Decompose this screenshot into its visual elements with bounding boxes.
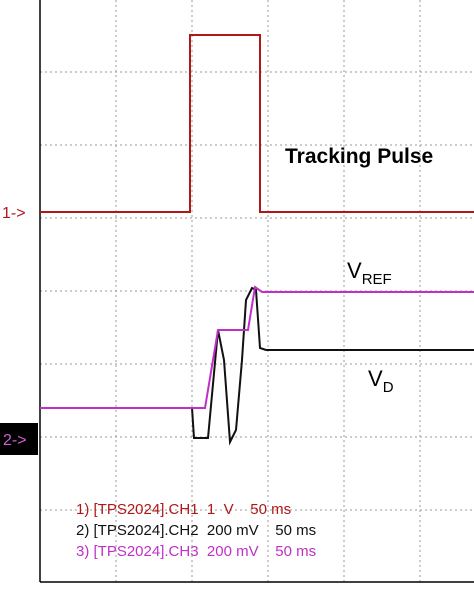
vref-main: V bbox=[347, 258, 362, 283]
vd-main: V bbox=[368, 366, 383, 391]
ch2-marker-box bbox=[0, 423, 38, 455]
ch2-trace bbox=[40, 286, 474, 446]
ch3-trace bbox=[40, 285, 474, 409]
vd-sub: D bbox=[383, 379, 394, 396]
tracking-pulse-label: Tracking Pulse bbox=[285, 145, 433, 168]
vref-sub: REF bbox=[362, 271, 392, 288]
legend-entry: 3) [TPS2024].CH3 200 mV 50 ms bbox=[76, 543, 316, 560]
ch2-marker: 2-> bbox=[3, 432, 27, 449]
ch1-marker: 1-> bbox=[2, 205, 26, 222]
vref-label: VREF bbox=[347, 258, 392, 288]
vd-label: VD bbox=[368, 366, 394, 396]
legend-entry: 1) [TPS2024].CH1 1 V 50 ms bbox=[76, 501, 291, 518]
ch1-trace bbox=[40, 34, 474, 213]
legend-entry: 2) [TPS2024].CH2 200 mV 50 ms bbox=[76, 522, 316, 539]
